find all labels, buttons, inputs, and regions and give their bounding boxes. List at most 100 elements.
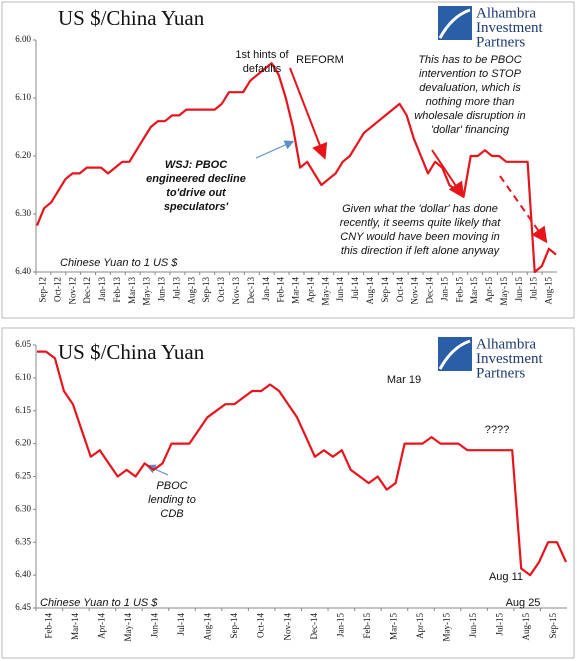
x-tick-label: Aug-15 <box>544 277 554 305</box>
x-tick-label: Jun-14 <box>335 277 345 302</box>
frame <box>1 327 575 659</box>
x-tick-label: Jun-15 <box>468 613 478 638</box>
x-tick-label: Dec-14 <box>425 277 435 304</box>
x-tick-label: Oct-14 <box>256 613 266 638</box>
y-tick-label: 6.30 <box>15 208 31 218</box>
legend-label: Chinese Yuan to 1 US $ <box>40 597 158 609</box>
annotation: speculators' <box>164 201 229 213</box>
arrows <box>145 67 548 476</box>
y-tick-label: 6.30 <box>15 503 31 513</box>
x-tick-label: Mar-15 <box>388 613 398 640</box>
x-tick-label: Sep-14 <box>380 277 390 303</box>
x-tick-label: Sep-13 <box>201 277 211 303</box>
annotation: devaluation, which is <box>419 82 521 94</box>
logo-text: Investment <box>476 351 543 367</box>
x-tick-label: Mar-14 <box>70 613 80 640</box>
x-tick-label: Feb-13 <box>112 277 122 303</box>
annotation: Aug 11 <box>489 571 523 583</box>
logo-text: Alhambra <box>476 5 536 21</box>
y-tick-label: 6.20 <box>15 150 31 160</box>
x-tick-label: Jul-14 <box>176 613 186 636</box>
x-tick-label: Sep-12 <box>38 277 48 303</box>
annotation: PBOC <box>156 480 187 492</box>
annotation: Aug 25 <box>506 597 541 609</box>
x-tick-label: Apr-14 <box>305 277 315 303</box>
logo-text: Partners <box>476 365 525 381</box>
legend-label: Chinese Yuan to 1 US $ <box>60 257 178 269</box>
annotation: CNY would have been moving in <box>340 231 499 243</box>
x-tick-label: Jul-14 <box>350 277 360 300</box>
annotation: REFORM <box>296 54 344 66</box>
x-tick-label: May-15 <box>442 613 452 642</box>
x-tick-label: Oct-12 <box>52 277 62 302</box>
y-tick-label: 6.40 <box>15 266 31 276</box>
x-tick-label: Jun-14 <box>150 613 160 638</box>
annotation: This has to be PBOC <box>418 54 521 66</box>
x-tick-label: Feb-14 <box>276 277 286 303</box>
x-tick-label: Jul-15 <box>495 613 505 636</box>
annotation: recently, it seems quite likely that <box>340 217 502 229</box>
x-tick-label: Jul-13 <box>171 277 181 300</box>
x-tick-label: Oct-14 <box>395 277 405 302</box>
logo-text: Investment <box>476 20 543 36</box>
annotation: WSJ: PBOC <box>165 159 228 171</box>
annotation: ???? <box>485 424 509 436</box>
y-tick-label: 6.10 <box>15 92 31 102</box>
x-tick-label: Mar-15 <box>469 277 479 304</box>
logo-text: Partners <box>476 34 525 50</box>
x-tick-label: Jan-15 <box>439 277 449 301</box>
annotation: nothing more than <box>426 96 515 108</box>
x-tick-label: Oct-13 <box>216 277 226 302</box>
annotation: to'drive out <box>166 187 227 199</box>
x-tick-label: Mar-13 <box>127 277 137 304</box>
x-tick-label: Nov-12 <box>67 277 77 305</box>
annotation: engineered decline <box>146 173 246 185</box>
y-tick-label: 6.45 <box>15 602 31 612</box>
annotation: lending to <box>148 494 196 506</box>
x-tick-label: May-13 <box>142 277 152 306</box>
y-tick-label: 6.20 <box>15 438 31 448</box>
y-tick-label: 6.00 <box>15 34 31 44</box>
x-tick-label: May-14 <box>123 613 133 642</box>
y-tick-label: 6.25 <box>15 471 31 481</box>
x-tick-label: Nov-14 <box>410 277 420 305</box>
x-tick-label: Dec-13 <box>246 277 256 304</box>
x-tick-label: Feb-15 <box>362 613 372 639</box>
chart-title: US $/China Yuan <box>58 340 205 364</box>
logo-text: Alhambra <box>476 336 536 352</box>
x-tick-label: Aug-15 <box>521 613 531 641</box>
annotation: 'dollar' financing <box>431 124 510 136</box>
x-tick-label: Dec-12 <box>82 277 92 304</box>
annotation: wholesale disruption in <box>414 110 525 122</box>
x-tick-label: Jun-15 <box>514 277 524 302</box>
y-tick-label: 6.10 <box>15 372 31 382</box>
x-tick-label: Jan-15 <box>335 613 345 637</box>
x-tick-label: Sep-15 <box>548 613 558 639</box>
x-tick-label: Aug-13 <box>186 277 196 305</box>
x-tick-label: Sep-14 <box>229 613 239 639</box>
x-tick-label: Feb-14 <box>43 613 53 639</box>
x-tick-label: Mar-14 <box>291 277 301 304</box>
x-tick-label: Feb-15 <box>454 277 464 303</box>
y-tick-label: 6.40 <box>15 569 31 579</box>
chart-title: US $/China Yuan <box>58 6 205 30</box>
annotation: CDB <box>160 508 183 520</box>
annotation: 1st hints of <box>235 49 289 61</box>
x-tick-label: May-14 <box>320 277 330 306</box>
annotation: this direction if left alone anyway <box>341 245 501 257</box>
x-tick-label: Dec-14 <box>309 613 319 640</box>
x-tick-label: Jul-15 <box>529 277 539 300</box>
x-tick-label: Apr-15 <box>484 277 494 303</box>
annotation: Mar 19 <box>387 374 421 386</box>
annotation: intervention to STOP <box>419 68 522 80</box>
x-tick-label: Aug-14 <box>365 277 375 305</box>
x-tick-label: Apr-15 <box>415 613 425 639</box>
x-tick-label: Jan-14 <box>261 277 271 301</box>
y-tick-label: 6.35 <box>15 536 31 546</box>
y-tick-label: 6.15 <box>15 405 31 415</box>
x-tick-label: May-15 <box>499 277 509 306</box>
annotation: defaults <box>243 63 282 75</box>
frame <box>1 1 575 319</box>
annotation: Given what the 'dollar' has done <box>342 203 498 215</box>
